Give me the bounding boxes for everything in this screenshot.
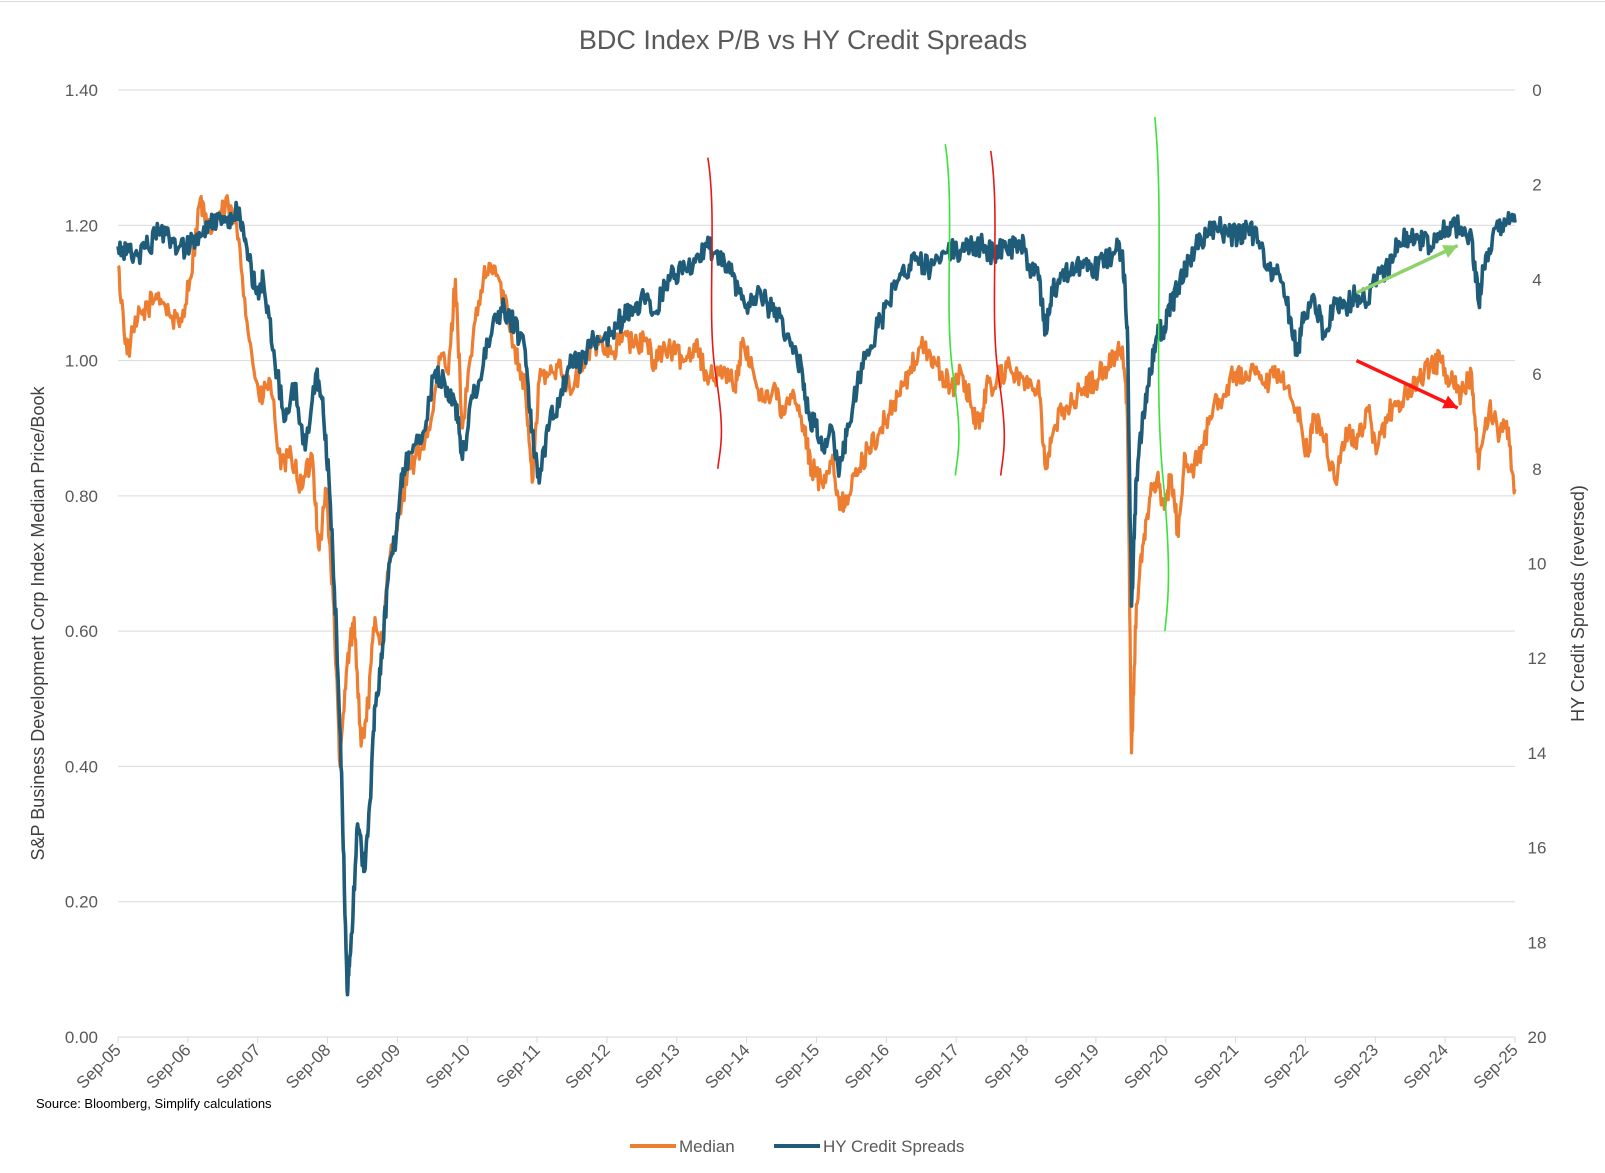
- y-left-tick-label: 1.00: [65, 352, 98, 371]
- source-note: Source: Bloomberg, Simplify calculations: [36, 1096, 272, 1111]
- x-tick-label: Sep-06: [142, 1040, 194, 1092]
- annotation-marker-line-3: [1154, 116, 1170, 632]
- x-tick-label: Sep-19: [1051, 1040, 1103, 1092]
- series-line-median: [116, 194, 1517, 769]
- y-right-tick-label: 18: [1528, 933, 1547, 952]
- y-axis-right-label: HY Credit Spreads (reversed): [1568, 485, 1588, 722]
- annotation-arrow-5: [1355, 358, 1459, 410]
- y-right-tick-label: 10: [1528, 555, 1547, 574]
- annotation-layer: [707, 116, 1459, 632]
- annotation-arrowhead-4: [1442, 245, 1458, 258]
- x-tick-label: Sep-18: [981, 1040, 1033, 1092]
- series-layer: [116, 194, 1517, 997]
- x-tick-label: Sep-11: [493, 1040, 544, 1091]
- legend-label-hy-spreads: HY Credit Spreads: [823, 1137, 964, 1156]
- annotation-marker-line-2: [989, 150, 1006, 476]
- x-tick-label: Sep-21: [1190, 1040, 1242, 1092]
- y-left-tick-label: 0.00: [65, 1028, 98, 1047]
- annotation-marker-line-1: [944, 143, 960, 476]
- y-right-tick-label: 20: [1528, 1028, 1547, 1047]
- y-right-tick-label: 4: [1532, 270, 1541, 289]
- y-right-tick-label: 8: [1532, 460, 1541, 479]
- x-tick-label: Sep-17: [911, 1040, 963, 1092]
- y-left-tick-label: 0.40: [65, 757, 98, 776]
- x-tick-label: Sep-25: [1470, 1040, 1522, 1092]
- y-right-tick-label: 2: [1532, 176, 1541, 195]
- right-axis-ticks: 0 2 4 6 8 10 12 14 16 18 20: [1528, 81, 1547, 1047]
- x-tick-label: Sep-13: [631, 1040, 683, 1092]
- left-axis-ticks: 0.00 0.20 0.40 0.60 0.80 1.00 1.20 1.40: [65, 81, 98, 1047]
- annotation-arrow-4: [1355, 243, 1459, 295]
- chart-title: BDC Index P/B vs HY Credit Spreads: [579, 25, 1027, 55]
- y-left-tick-label: 0.60: [65, 622, 98, 641]
- x-tick-label: Sep-07: [212, 1040, 264, 1092]
- y-left-tick-label: 0.20: [65, 893, 98, 912]
- gridlines: [118, 89, 1515, 1038]
- x-tick-label: Sep-23: [1330, 1040, 1382, 1092]
- y-axis-left-label: S&P Business Development Corp Index Medi…: [28, 386, 48, 861]
- x-tick-label: Sep-05: [73, 1040, 125, 1092]
- x-tick-label: Sep-08: [282, 1040, 334, 1092]
- series-line-hy-spreads: [116, 200, 1517, 997]
- y-left-tick-label: 1.20: [65, 216, 98, 235]
- annotation-arrowhead-5: [1442, 395, 1458, 409]
- y-right-tick-label: 0: [1532, 81, 1541, 100]
- legend: Median HY Credit Spreads: [630, 1137, 964, 1156]
- x-tick-label: Sep-12: [562, 1040, 614, 1092]
- x-tick-label: Sep-24: [1400, 1040, 1452, 1092]
- x-tick-label: Sep-16: [841, 1040, 893, 1092]
- y-left-tick-label: 1.40: [65, 81, 98, 100]
- y-right-tick-label: 14: [1528, 744, 1547, 763]
- x-tick-label: Sep-22: [1260, 1040, 1312, 1092]
- x-tick-label: Sep-14: [701, 1040, 753, 1092]
- y-right-tick-label: 16: [1528, 839, 1547, 858]
- x-tick-label: Sep-10: [422, 1040, 474, 1092]
- legend-label-median: Median: [679, 1137, 735, 1156]
- y-left-tick-label: 0.80: [65, 487, 98, 506]
- y-right-tick-label: 12: [1528, 649, 1547, 668]
- x-tick-label: Sep-20: [1120, 1040, 1172, 1092]
- x-tick-label: Sep-09: [352, 1040, 404, 1092]
- x-tick-label: Sep-15: [771, 1040, 823, 1092]
- annotation-marker-line-0: [707, 157, 723, 469]
- y-right-tick-label: 6: [1532, 365, 1541, 384]
- x-axis-ticks: Sep-05 Sep-06 Sep-07 Sep-08 Sep-09 Sep-10 Sep-…: [73, 1037, 1522, 1093]
